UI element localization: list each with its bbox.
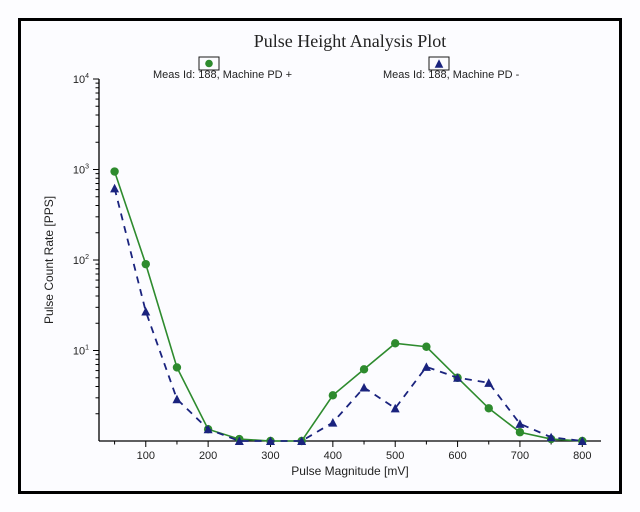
data-point (391, 339, 399, 347)
data-point (172, 395, 181, 404)
data-point (328, 418, 337, 427)
data-point (141, 307, 150, 316)
chart-svg: Pulse Height Analysis Plot Meas Id: 188, … (21, 21, 619, 491)
figure-frame: Pulse Height Analysis Plot Meas Id: 188, … (0, 0, 640, 512)
data-point (329, 391, 337, 399)
data-point (360, 365, 368, 373)
data-point (485, 404, 493, 412)
data-point (422, 362, 431, 371)
triangle-icon (435, 59, 444, 68)
plot-card: Pulse Height Analysis Plot Meas Id: 188, … (18, 18, 622, 494)
data-point (142, 260, 150, 268)
legend-label: Meas Id: 188, Machine PD - (383, 69, 520, 81)
x-tick-label: 800 (573, 450, 591, 462)
y-tick-label: 102 (73, 254, 89, 267)
data-point (110, 184, 119, 193)
x-tick-label: 500 (386, 450, 404, 462)
x-tick-label: 200 (199, 450, 217, 462)
series-line (115, 188, 583, 441)
y-axis-label: Pulse Count Rate [PPS] (42, 196, 56, 324)
chart-title: Pulse Height Analysis Plot (254, 31, 447, 51)
series-line (115, 172, 583, 441)
data-point (173, 363, 181, 371)
data-point (484, 378, 493, 387)
circle-icon (205, 60, 213, 68)
y-tick-label: 104 (73, 73, 89, 86)
x-axis-label: Pulse Magnitude [mV] (291, 464, 408, 478)
data-point (516, 428, 524, 436)
x-tick-label: 300 (261, 450, 279, 462)
y-tick-label: 103 (73, 164, 89, 177)
data-point (110, 167, 118, 175)
x-tick-label: 100 (137, 450, 155, 462)
data-point (422, 343, 430, 351)
x-tick-label: 400 (324, 450, 342, 462)
x-tick-label: 700 (511, 450, 529, 462)
data-point (360, 383, 369, 392)
y-tick-label: 101 (73, 345, 89, 358)
x-tick-label: 600 (448, 450, 466, 462)
legend-label: Meas Id: 188, Machine PD + (153, 69, 292, 81)
